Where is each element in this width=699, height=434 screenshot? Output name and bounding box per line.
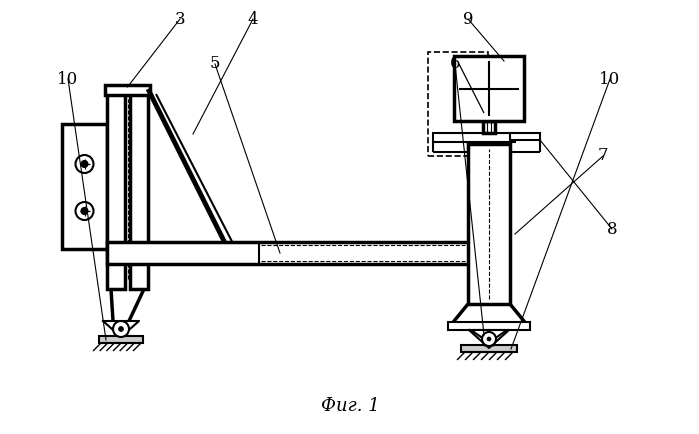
Bar <box>107 89 125 289</box>
Circle shape <box>113 321 129 337</box>
Bar <box>99 336 143 343</box>
Bar <box>510 133 540 140</box>
Bar <box>454 56 524 121</box>
Circle shape <box>482 332 496 346</box>
Bar <box>461 345 517 352</box>
Bar <box>62 124 107 249</box>
Circle shape <box>119 326 124 332</box>
Text: 4: 4 <box>247 10 259 27</box>
Circle shape <box>82 208 87 214</box>
Text: 8: 8 <box>607 220 617 237</box>
Text: 3: 3 <box>175 10 185 27</box>
Circle shape <box>75 155 94 173</box>
Bar <box>433 133 515 142</box>
Polygon shape <box>103 321 139 337</box>
Circle shape <box>487 337 491 341</box>
Text: 7: 7 <box>598 148 608 164</box>
Circle shape <box>82 161 87 167</box>
Text: 6: 6 <box>449 56 460 72</box>
Text: Фиг. 1: Фиг. 1 <box>321 397 380 415</box>
Bar <box>105 85 150 95</box>
Circle shape <box>75 202 94 220</box>
Text: 9: 9 <box>463 10 473 27</box>
Text: 5: 5 <box>210 56 220 72</box>
Bar <box>448 322 530 330</box>
Text: 10: 10 <box>599 70 621 88</box>
Polygon shape <box>469 330 509 348</box>
Bar <box>428 52 488 156</box>
Text: 10: 10 <box>57 70 78 88</box>
Bar <box>483 121 495 133</box>
Bar <box>468 144 510 304</box>
Bar <box>130 89 148 289</box>
Bar <box>107 242 470 264</box>
